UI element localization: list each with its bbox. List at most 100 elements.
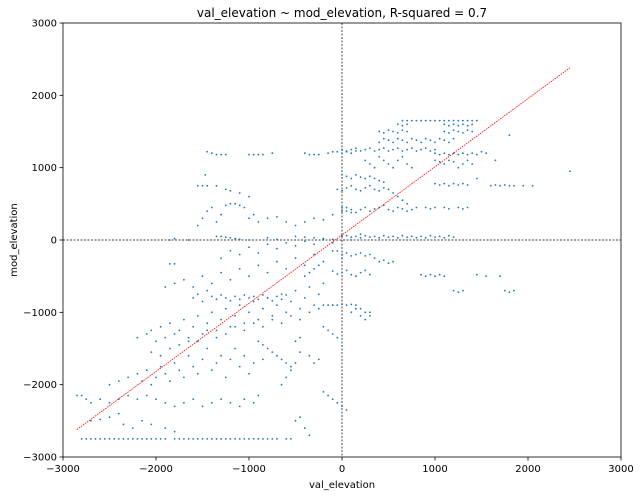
data-point bbox=[345, 269, 348, 272]
data-point bbox=[420, 148, 422, 151]
data-point bbox=[466, 129, 469, 132]
data-point bbox=[224, 204, 227, 207]
data-point bbox=[145, 333, 148, 335]
data-point bbox=[150, 329, 153, 332]
data-point bbox=[364, 234, 367, 237]
data-point bbox=[299, 336, 301, 339]
data-point bbox=[169, 239, 171, 241]
data-point bbox=[99, 418, 102, 421]
data-point bbox=[443, 139, 446, 142]
y-tick-label: −1000 bbox=[23, 308, 57, 319]
data-point bbox=[466, 206, 469, 209]
data-point bbox=[243, 329, 246, 332]
data-point bbox=[229, 189, 232, 192]
data-point bbox=[308, 153, 311, 156]
data-point bbox=[238, 238, 241, 241]
data-point bbox=[443, 119, 446, 122]
data-point bbox=[243, 354, 246, 357]
data-point bbox=[173, 438, 176, 440]
data-point bbox=[173, 430, 176, 433]
data-point bbox=[443, 123, 446, 126]
data-point bbox=[350, 184, 353, 187]
data-point bbox=[173, 282, 176, 285]
y-tick-label: 3000 bbox=[32, 19, 57, 30]
data-point bbox=[243, 294, 246, 296]
data-point bbox=[266, 243, 269, 246]
data-point bbox=[238, 298, 241, 301]
data-point bbox=[345, 304, 348, 306]
data-point bbox=[229, 325, 232, 328]
data-point bbox=[201, 184, 204, 187]
data-point bbox=[317, 264, 320, 267]
x-tick-label: −2000 bbox=[139, 464, 173, 475]
data-point bbox=[396, 236, 399, 239]
data-point bbox=[271, 299, 274, 302]
data-point bbox=[178, 344, 181, 346]
data-point bbox=[252, 438, 255, 440]
data-point bbox=[434, 119, 436, 122]
data-point bbox=[80, 394, 83, 397]
data-point bbox=[410, 119, 413, 122]
data-point bbox=[276, 295, 278, 298]
data-point bbox=[303, 297, 306, 299]
data-point bbox=[183, 376, 185, 379]
data-point bbox=[262, 438, 264, 440]
data-point bbox=[438, 153, 441, 156]
data-point bbox=[452, 137, 455, 140]
data-point bbox=[457, 166, 460, 169]
data-point bbox=[238, 253, 241, 256]
data-point bbox=[452, 289, 455, 292]
data-point bbox=[238, 365, 241, 368]
data-point bbox=[471, 163, 474, 165]
data-point bbox=[382, 137, 385, 140]
x-tick-label: 0 bbox=[339, 464, 345, 475]
data-point bbox=[215, 153, 218, 156]
data-point bbox=[392, 210, 394, 213]
data-point bbox=[448, 119, 450, 122]
data-point bbox=[359, 208, 362, 211]
data-point bbox=[192, 297, 195, 299]
data-point bbox=[341, 206, 343, 209]
data-point bbox=[369, 175, 371, 178]
data-point bbox=[276, 238, 278, 241]
data-point bbox=[396, 147, 399, 150]
data-point bbox=[373, 208, 376, 210]
data-point bbox=[262, 307, 264, 310]
data-point bbox=[410, 208, 413, 211]
data-point bbox=[303, 427, 306, 429]
data-point bbox=[271, 315, 274, 317]
data-point bbox=[378, 130, 381, 133]
data-point bbox=[476, 177, 478, 180]
data-point bbox=[336, 304, 339, 306]
data-point bbox=[201, 300, 204, 303]
data-point bbox=[248, 311, 250, 314]
data-point bbox=[331, 250, 334, 252]
data-point bbox=[364, 311, 367, 314]
data-point bbox=[266, 438, 269, 440]
data-point bbox=[457, 119, 460, 122]
data-point bbox=[257, 298, 260, 301]
data-point bbox=[406, 210, 408, 213]
data-point bbox=[294, 257, 297, 259]
data-point bbox=[280, 298, 283, 301]
data-point bbox=[238, 438, 241, 440]
data-point bbox=[206, 210, 209, 213]
data-point bbox=[131, 427, 134, 429]
data-point bbox=[122, 438, 125, 440]
data-point bbox=[364, 318, 367, 321]
data-point bbox=[164, 286, 167, 288]
data-point bbox=[141, 419, 144, 422]
data-point bbox=[355, 275, 357, 278]
data-point bbox=[438, 161, 441, 163]
data-point bbox=[471, 123, 474, 126]
data-point bbox=[373, 177, 376, 180]
data-point bbox=[257, 221, 260, 223]
data-point bbox=[452, 123, 455, 126]
data-point bbox=[220, 438, 223, 440]
x-tick-label: −1000 bbox=[232, 464, 266, 475]
data-point bbox=[206, 150, 209, 153]
data-point bbox=[169, 263, 171, 265]
data-point bbox=[150, 351, 153, 353]
data-point bbox=[392, 260, 394, 263]
data-point bbox=[252, 401, 255, 404]
